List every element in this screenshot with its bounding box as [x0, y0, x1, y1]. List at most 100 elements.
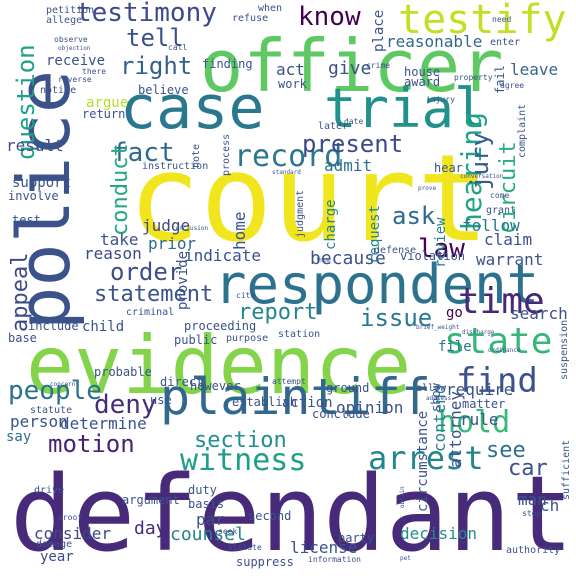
word-consider: consider: [34, 524, 112, 543]
word-from: from: [316, 257, 331, 264]
word-act: act: [276, 60, 305, 79]
word-house: house: [404, 65, 441, 79]
word-day: day: [134, 518, 167, 539]
word-year: year: [40, 549, 74, 565]
word-court: court: [128, 130, 490, 269]
word-involve: involve: [8, 189, 59, 203]
word-see: see: [486, 438, 526, 463]
word-indicate: indicate: [184, 246, 262, 265]
word-order: order: [110, 258, 183, 286]
word-duty: duty: [188, 483, 217, 497]
word-proof: proof: [58, 513, 83, 522]
word-warrant: warrant: [476, 250, 544, 269]
word-people: people: [8, 376, 102, 406]
word-petition: petition: [46, 5, 95, 16]
word-know: know: [298, 2, 361, 32]
word-judgment: judgment: [295, 189, 306, 238]
word-authority: authority: [506, 545, 561, 556]
word-attempt: attempt: [272, 377, 306, 386]
word-criminal: criminal: [126, 307, 175, 318]
word-however: however: [190, 379, 241, 393]
word-because: because: [310, 248, 386, 269]
word-reason: reason: [84, 244, 142, 263]
word-result: result: [6, 136, 64, 155]
word-note: note: [191, 143, 202, 168]
word-person: person: [10, 412, 68, 431]
word-respondent: respondent: [214, 253, 540, 316]
word-conclusion: conclusion: [172, 225, 209, 232]
word-public: public: [174, 333, 218, 347]
word-ask: ask: [392, 202, 436, 230]
word-trial: trial: [324, 77, 487, 140]
word-circumstance: circumstance: [415, 410, 431, 512]
word-counsel: counsel: [170, 524, 246, 545]
word-motion: motion: [48, 430, 135, 458]
word-defense: defense: [374, 245, 417, 256]
word-state: state: [444, 321, 553, 362]
word-allege: allege: [46, 15, 83, 26]
word-case: case: [120, 73, 265, 143]
word-information: information: [308, 555, 361, 564]
word-later: later: [318, 121, 349, 132]
word-fact: fact: [112, 138, 175, 168]
word-grant: grant: [486, 205, 517, 216]
word-show: show: [429, 383, 443, 412]
word-right: right: [120, 52, 193, 80]
word-sufficient: sufficient: [561, 439, 572, 500]
word-ordinance: ordinance: [488, 347, 521, 354]
word-include: include: [28, 319, 79, 333]
word-prove: prove: [418, 185, 437, 192]
word-party: party: [338, 531, 375, 545]
word-reasonable: reasonable: [386, 32, 483, 51]
word-receive: receive: [46, 53, 106, 69]
word-record: record: [234, 139, 343, 174]
word-base: base: [8, 331, 37, 345]
word-work: work: [278, 77, 307, 91]
word-arrest: arrest: [368, 439, 484, 477]
word-decision: decision: [400, 524, 478, 543]
word-damage: damage: [36, 539, 73, 550]
word-test: test: [12, 213, 41, 227]
word-call: call: [168, 43, 188, 52]
word-when: when: [258, 3, 283, 14]
word-hear: hear: [434, 161, 463, 175]
word-leave: leave: [510, 60, 559, 79]
word-jury: jury: [466, 132, 494, 190]
word-second: second: [248, 509, 292, 523]
word-require: require: [446, 380, 514, 399]
word-argue: argue: [86, 95, 129, 111]
word-provide: provide: [175, 250, 191, 310]
word-establish: establish: [232, 395, 298, 409]
word-enter: enter: [490, 37, 521, 48]
word-process: process: [221, 133, 232, 176]
word-prior: prior: [148, 234, 197, 253]
word-instruction: instruction: [142, 161, 209, 172]
word-ground: ground: [326, 381, 370, 395]
word-notice: notice: [40, 85, 77, 96]
word-report: report: [238, 300, 318, 325]
word-conduct: conduct: [108, 143, 133, 236]
word-witness: witness: [180, 443, 307, 478]
word-par: par: [196, 510, 225, 529]
word-license: license: [290, 538, 358, 557]
word-testimony: testimony: [76, 0, 217, 28]
word-return: return: [82, 107, 126, 121]
word-suppress: suppress: [236, 555, 294, 569]
word-objection: objection: [58, 45, 91, 52]
word-action: action: [282, 395, 333, 411]
word-brief-weight: brief_weight: [416, 324, 460, 331]
word-basis: basis: [188, 497, 225, 511]
word-violation: violation: [400, 249, 466, 263]
word-seek: seek: [218, 527, 238, 536]
word-come: come: [490, 191, 510, 200]
word-station: station: [278, 329, 321, 340]
word-suspension: suspension: [559, 319, 570, 380]
word-allow: allow: [416, 383, 447, 394]
word-address: address: [426, 395, 452, 402]
word-officer: officer: [200, 24, 504, 108]
word-property: property: [454, 73, 493, 82]
word-go: go: [446, 305, 463, 321]
word-place: place: [371, 9, 387, 52]
word-plaintiff: plaintiff: [160, 368, 431, 426]
